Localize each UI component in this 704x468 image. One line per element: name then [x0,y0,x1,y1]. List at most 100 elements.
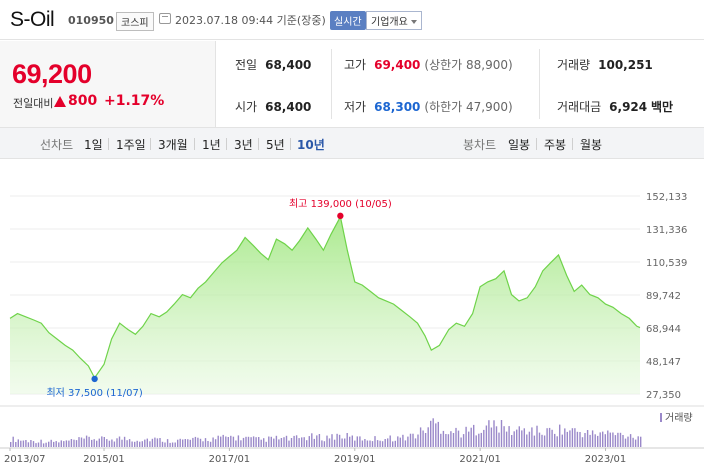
stat-label: 고가 [344,58,367,72]
volume-bar [574,428,576,447]
volume-bar [579,432,581,447]
volume-bar [566,431,568,447]
corp-info-label: 기업개요 [371,17,408,28]
volume-bars [10,418,642,447]
volume-bar [40,439,42,447]
volume-bar [387,438,389,447]
volume-bar [394,440,396,447]
stat-high: 고가 69,400 (상한가 88,900) [344,56,513,73]
volume-bar [35,443,37,447]
volume-bar [199,438,202,447]
volume-bar [619,432,622,447]
tab-daily[interactable]: 일봉 [508,138,531,152]
volume-bar [591,430,594,447]
stock-code: 010950 [68,14,114,27]
x-tick-label: 2015/01 [83,454,125,465]
volume-bar [255,437,257,447]
line-chart-label: 선차트 [40,138,74,152]
volume-bar [543,435,546,447]
volume-bar [533,435,536,447]
volume-bar [12,436,14,447]
tab-1d[interactable]: 1일 [84,138,103,152]
volume-bar [447,434,450,447]
volume-bar [480,432,482,447]
volume-bar [571,428,574,447]
tab-5y[interactable]: 5년 [266,138,285,152]
tab-1y[interactable]: 1년 [202,138,221,152]
volume-bar [336,433,338,447]
volume-bar [230,435,232,447]
stock-name: S-Oil [10,8,55,31]
volume-bar [414,438,417,447]
volume-bar [280,438,283,447]
volume-bar [194,436,197,447]
tab-monthly[interactable]: 월봉 [580,138,603,152]
max-label: 최고 139,000 (10/05) [289,198,392,210]
stat-unit: 백만 [650,100,674,114]
volume-bar [338,434,341,447]
divider [194,138,195,150]
volume-bar [91,439,93,447]
volume-bar [32,441,35,447]
volume-bar [106,439,108,447]
volume-bar [581,437,584,447]
volume-bar [159,438,161,447]
volume-bar [311,433,313,447]
divider [290,138,291,150]
corp-info-dropdown[interactable]: 기업개요 [366,11,422,30]
x-tick-label: 2019/01 [334,454,376,465]
realtime-button[interactable]: 실시간 [330,11,366,30]
volume-bar [546,428,548,447]
volume-bar [505,431,508,447]
volume-bar [318,434,321,447]
tab-10y[interactable]: 10년 [297,138,325,152]
volume-bar [457,430,460,447]
tab-3m[interactable]: 3개월 [158,138,188,152]
up-triangle-icon [54,96,66,107]
volume-bar [131,441,133,447]
volume-bar [144,439,146,447]
volume-bar [392,441,394,447]
volume-bar [30,440,32,447]
volume-bar [17,439,19,447]
price-chart[interactable]: 152,133 131,336 110,539 89,742 68,944 48,147 2… [0,160,704,468]
volume-bar [627,436,629,447]
stat-volume: 거래량 100,251 [557,56,653,73]
volume-bar [356,436,358,447]
volume-bar [25,440,27,447]
volume-bar [435,423,437,447]
y-tick-label: 89,742 [646,291,681,302]
max-marker [337,212,344,220]
y-tick-label: 152,133 [646,192,687,203]
stat-value: 68,400 [265,100,312,114]
volume-bar [412,433,414,447]
stat-label: 거래대금 [557,100,602,114]
volume-bar [523,428,525,447]
volume-bar [432,418,434,447]
volume-bar [313,438,315,447]
volume-bar [108,440,111,447]
y-tick-label: 48,147 [646,357,681,368]
divider [331,49,332,119]
volume-bar [83,438,85,447]
volume-bar [500,420,503,447]
volume-bar [485,425,488,447]
volume-bar [10,442,12,447]
tab-weekly[interactable]: 주봉 [544,138,567,152]
volume-bar [404,440,407,447]
volume-bar [622,435,624,447]
volume-bar [98,438,100,447]
volume-bar [207,441,209,447]
volume-bar [80,437,83,447]
volume-bar [27,442,30,447]
volume-bar [20,440,22,447]
tab-1w[interactable]: 1주일 [116,138,146,152]
volume-bar [250,437,252,447]
stat-value: 100,251 [598,58,653,72]
stat-low: 저가 68,300 (하한가 47,900) [344,98,513,115]
stat-value: 68,400 [265,58,312,72]
tab-3y[interactable]: 3년 [234,138,253,152]
x-tick-label: 2013/07 [4,454,46,465]
volume-bar [361,440,364,447]
volume-bar [419,427,422,447]
